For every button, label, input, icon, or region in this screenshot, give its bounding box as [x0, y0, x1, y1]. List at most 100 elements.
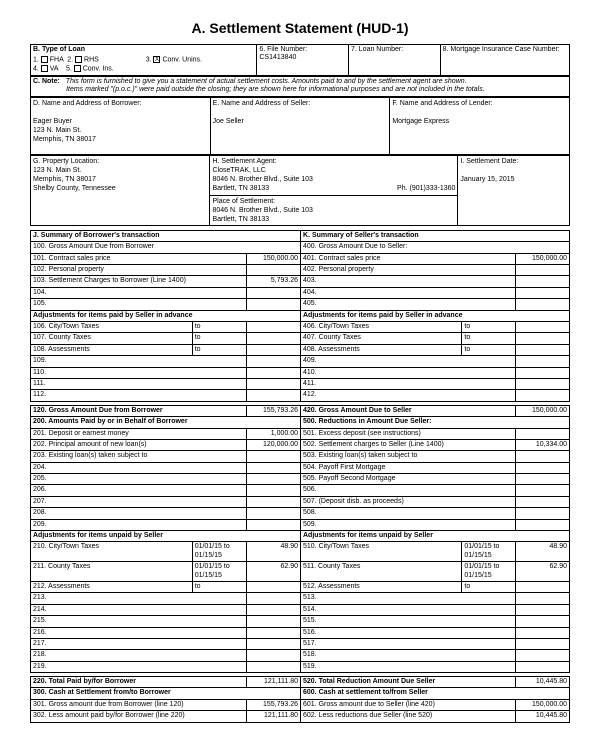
- line-302-val: 121,111.80: [246, 711, 300, 722]
- k-adj1: Adjustments for items paid by Seller in …: [301, 310, 570, 321]
- agent-phone: Ph. (901)333-1360: [397, 184, 455, 193]
- line-205: 205.: [31, 474, 247, 485]
- line-212: 212. Assessments: [31, 581, 193, 592]
- line-400: 400. Gross Amount Due to Seller:: [301, 242, 570, 253]
- line-214: 214.: [31, 604, 247, 615]
- line-206: 206.: [31, 485, 247, 496]
- k-adj2: Adjustments for items unpaid by Seller: [301, 531, 570, 542]
- section-f-label: F. Name and Address of Lender:: [392, 100, 492, 107]
- line-410: 410.: [301, 367, 516, 378]
- line-301-val: 155,793.26: [246, 699, 300, 710]
- section-k-table: K. Summary of Seller's transaction 400. …: [300, 230, 570, 723]
- line-401: 401. Contract sales price: [301, 253, 516, 264]
- page-title: A. Settlement Statement (HUD-1): [30, 20, 570, 36]
- section-g-label: G. Property Location:: [33, 158, 99, 165]
- line-120-val: 155,793.26: [246, 405, 300, 416]
- line-407: 407. County Taxes: [301, 333, 462, 344]
- line-110: 110.: [31, 367, 247, 378]
- line-602: 602. Less reductions due Seller (line 52…: [301, 711, 516, 722]
- line-220: 220. Total Paid by/for Borrower: [31, 677, 247, 688]
- line-518: 518.: [301, 650, 516, 661]
- line-209: 209.: [31, 519, 247, 530]
- line-501: 501. Excess deposit (see instructions): [301, 428, 516, 439]
- line-201: 201. Deposit or earnest money: [31, 428, 247, 439]
- section-j-table: J. Summary of Borrower's transaction 100…: [30, 230, 300, 723]
- line-520-val: 10,445.80: [516, 677, 570, 688]
- line-210: 210. City/Town Taxes: [31, 542, 193, 562]
- section-c-note: C. Note: This form is furnished to give …: [30, 76, 570, 97]
- line-601-val: 150,000.00: [516, 699, 570, 710]
- line-210-val: 48.90: [246, 542, 300, 562]
- line-502-val: 10,334.00: [516, 439, 570, 450]
- line-217: 217.: [31, 638, 247, 649]
- line-510: 510. City/Town Taxes: [301, 542, 462, 562]
- line-108: 108. Assessments: [31, 344, 193, 355]
- line-600: 600. Cash at settlement to/from Seller: [301, 688, 570, 699]
- line-403: 403.: [301, 276, 516, 287]
- place-addr1: 8046 N. Brother Blvd., Suite 103: [212, 207, 312, 214]
- borrower-addr1: 123 N. Main St.: [33, 127, 81, 134]
- line-202-val: 120,000.00: [246, 439, 300, 450]
- section-i-label: I. Settlement Date:: [460, 158, 518, 165]
- line-420-val: 150,000.00: [516, 405, 570, 416]
- line-106: 106. City/Town Taxes: [31, 321, 193, 332]
- line-203: 203. Existing loan(s) taken subject to: [31, 451, 247, 462]
- line-506: 506.: [301, 485, 516, 496]
- loan-type-2-checkbox[interactable]: [75, 56, 82, 63]
- line-201-val: 1,000.00: [246, 428, 300, 439]
- line-520: 520. Total Reduction Amount Due Seller: [301, 677, 516, 688]
- line-516: 516.: [301, 627, 516, 638]
- line-401-val: 150,000.00: [516, 253, 570, 264]
- line-216: 216.: [31, 627, 247, 638]
- j-adj2: Adjustments for items unpaid by Seller: [31, 531, 301, 542]
- loan-type-4-checkbox[interactable]: [41, 65, 48, 72]
- line-411: 411.: [301, 378, 516, 389]
- line-302: 302. Less amount paid by/for Borrower (l…: [31, 711, 247, 722]
- line-202: 202. Principal amount of new loan(s): [31, 439, 247, 450]
- line-412: 412.: [301, 390, 516, 401]
- line-103: 103. Settlement Charges to Borrower (Lin…: [31, 276, 247, 287]
- line-200: 200. Amounts Paid by or in Behalf of Bor…: [31, 417, 301, 428]
- line-204: 204.: [31, 462, 247, 473]
- line-105: 105.: [31, 299, 247, 310]
- line-409: 409.: [301, 356, 516, 367]
- line-100: 100. Gross Amount Due from Borrower: [31, 242, 301, 253]
- section-d-label: D. Name and Address of Borrower:: [33, 100, 142, 107]
- line-420: 420. Gross Amount Due to Seller: [301, 405, 516, 416]
- loan-type-1-checkbox[interactable]: [41, 56, 48, 63]
- note-label: C. Note:: [33, 78, 60, 85]
- place-label: Place of Settlement:: [212, 198, 275, 205]
- line-101-val: 150,000.00: [246, 253, 300, 264]
- line-107: 107. County Taxes: [31, 333, 193, 344]
- line-207: 207.: [31, 496, 247, 507]
- agent-addr1: 8046 N. Brother Blvd., Suite 103: [212, 176, 312, 183]
- line-301: 301. Gross amount due from Borrower (lin…: [31, 699, 247, 710]
- line-211-val: 62.90: [246, 562, 300, 582]
- line-511: 511. County Taxes: [301, 562, 462, 582]
- line-300: 300. Cash at Settlement from/to Borrower: [31, 688, 301, 699]
- line-505: 505. Payoff Second Mortgage: [301, 474, 516, 485]
- section-e-label: E. Name and Address of Seller:: [213, 100, 311, 107]
- loan-number-label: 7. Loan Number:: [351, 46, 403, 53]
- line-211: 211. County Taxes: [31, 562, 193, 582]
- agent-name: CloseTRAK, LLC: [212, 167, 265, 174]
- prop-addr2: Memphis, TN 38017: [33, 176, 96, 183]
- line-402: 402. Personal property: [301, 265, 516, 276]
- line-406: 406. City/Town Taxes: [301, 321, 462, 332]
- prop-addr1: 123 N. Main St.: [33, 167, 81, 174]
- loan-type-5-checkbox[interactable]: [74, 65, 81, 72]
- seller-name: Joe Seller: [213, 118, 244, 125]
- line-101: 101. Contract sales price: [31, 253, 247, 264]
- line-508: 508.: [301, 508, 516, 519]
- loan-type-3-checkbox[interactable]: X: [153, 56, 160, 63]
- section-h-label: H. Settlement Agent:: [212, 158, 276, 165]
- line-504: 504. Payoff First Mortgage: [301, 462, 516, 473]
- line-208: 208.: [31, 508, 247, 519]
- note-text-1: This form is furnished to give you a sta…: [66, 78, 467, 85]
- line-507: 507. (Deposit disb. as proceeds): [301, 496, 516, 507]
- line-503: 503. Existing loan(s) taken subject to: [301, 451, 516, 462]
- line-219: 219.: [31, 661, 247, 672]
- line-109: 109.: [31, 356, 247, 367]
- line-215: 215.: [31, 616, 247, 627]
- line-511-val: 62.90: [516, 562, 570, 582]
